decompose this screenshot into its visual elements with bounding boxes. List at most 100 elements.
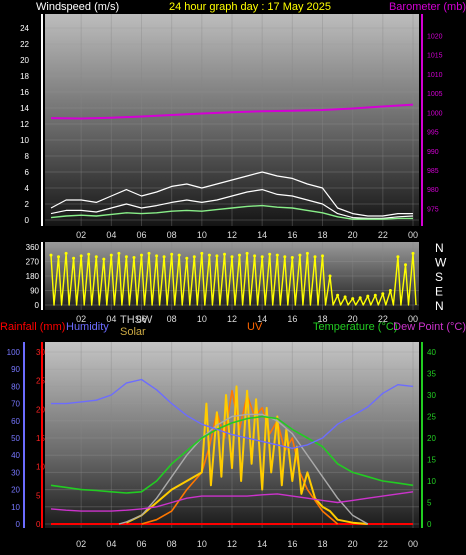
- direction-point: [404, 263, 407, 267]
- barometer-tick-label: 975: [427, 206, 439, 213]
- direction-point: [117, 251, 121, 255]
- panel-direction-series: [49, 251, 417, 306]
- temperature-tick-label: 15: [427, 456, 436, 465]
- direction-point: [336, 293, 340, 297]
- rainfall-tick-label: 0: [36, 520, 41, 529]
- compass-label: N: [435, 299, 444, 313]
- x-tick-label: 00: [408, 539, 418, 549]
- direction-point: [351, 297, 355, 301]
- direction-point: [170, 252, 174, 256]
- temperature-tick-label: 10: [427, 477, 436, 486]
- direction-point: [313, 255, 317, 259]
- x-tick-label: 16: [287, 314, 297, 324]
- direction-tick-label: 0: [35, 301, 40, 310]
- direction-point: [290, 256, 294, 259]
- temperature-tick-label: 25: [427, 413, 436, 422]
- direction-point: [328, 274, 332, 278]
- humidity-tick-label: 10: [11, 503, 20, 512]
- chart-title: 24 hour graph day : 17 May 2025: [169, 1, 331, 13]
- x-tick-label: 10: [197, 314, 207, 324]
- temperature-tick-label: 40: [427, 348, 436, 357]
- humidity-tick-label: 90: [11, 365, 20, 374]
- windspeed-tick-label: 24: [20, 24, 29, 33]
- temperature-tick-label: 35: [427, 370, 436, 379]
- direction-point: [64, 251, 68, 255]
- direction-point: [140, 253, 143, 257]
- direction-point: [366, 294, 370, 298]
- x-tick-label: 06: [136, 314, 146, 324]
- series-line-thsw: [118, 413, 369, 525]
- x-tick-label: 10: [197, 539, 207, 549]
- direction-point: [411, 251, 415, 255]
- x-tick-label: 02: [76, 314, 86, 324]
- humidity-tick-label: 60: [11, 417, 20, 426]
- barometer-tick-label: 1010: [427, 72, 443, 79]
- temperature-tick-label: 5: [427, 499, 432, 508]
- rainfall-axis-title: Rainfall (mm): [0, 321, 65, 333]
- temperature-tick-label: 20: [427, 434, 436, 443]
- panel-wind-grid: [45, 14, 419, 226]
- direction-point: [162, 255, 166, 259]
- x-tick-label: 22: [378, 230, 388, 240]
- rainfall-tick-label: 5: [36, 491, 41, 500]
- temperature-axis-title: Temperature (°C): [313, 321, 397, 333]
- humidity-tick-label: 20: [11, 486, 20, 495]
- humidity-tick-label: 0: [16, 520, 21, 529]
- series-line-gust: [50, 171, 413, 217]
- humidity-axis-ticks: 0 10 20 30 40 50 60 70 80 90 100: [7, 342, 25, 529]
- panel-temperature-x-ticks: 02 04 06 08 10 12 14 16 18 20 22 00: [76, 539, 418, 549]
- windspeed-tick-label: 12: [20, 120, 29, 129]
- windspeed-tick-label: 14: [20, 104, 29, 113]
- direction-axis-ticks: 0 90 180 270 360: [26, 242, 43, 310]
- direction-point: [230, 255, 234, 259]
- x-tick-label: 18: [317, 539, 327, 549]
- rainfall-tick-label: 20: [36, 405, 45, 414]
- compass-label: E: [435, 285, 443, 299]
- rainfall-tick-label: 25: [36, 377, 45, 386]
- direction-point: [298, 253, 302, 257]
- x-tick-label: 04: [106, 539, 116, 549]
- x-tick-label: 18: [317, 230, 327, 240]
- barometer-tick-label: 985: [427, 168, 439, 175]
- temperature-tick-label: 0: [427, 520, 432, 529]
- x-tick-label: 06: [136, 230, 146, 240]
- barometer-tick-label: 1005: [427, 91, 443, 98]
- windspeed-tick-label: 2: [25, 200, 30, 209]
- direction-tick-label: 180: [26, 272, 40, 281]
- panel-direction-grid: [45, 242, 419, 310]
- x-tick-label: 20: [348, 539, 358, 549]
- x-tick-label: 04: [106, 314, 116, 324]
- barometer-axis-title: Barometer (mb): [389, 1, 466, 13]
- direction-point: [132, 256, 136, 259]
- x-tick-label: 14: [257, 230, 267, 240]
- direction-point: [124, 255, 128, 259]
- barometer-tick-label: 1000: [427, 110, 443, 117]
- direction-point: [200, 251, 204, 255]
- direction-tick-label: 360: [26, 243, 40, 252]
- series-line-wind-direction: [50, 252, 417, 306]
- x-tick-label: 02: [76, 230, 86, 240]
- series-line-humidity: [51, 378, 414, 449]
- temperature-tick-label: 30: [427, 391, 436, 400]
- x-tick-label: 22: [378, 314, 388, 324]
- windspeed-tick-label: 6: [25, 168, 30, 177]
- x-tick-label: 06: [136, 539, 146, 549]
- solar-label: Solar: [120, 326, 146, 338]
- barometer-tick-label: 1015: [427, 53, 443, 60]
- barometer-tick-label: 990: [427, 149, 439, 156]
- direction-point: [223, 252, 226, 256]
- direction-point: [260, 255, 264, 259]
- windspeed-tick-label: 4: [25, 184, 30, 193]
- direction-tick-label: 270: [26, 258, 40, 267]
- x-tick-label: 22: [378, 539, 388, 549]
- direction-point: [72, 256, 76, 260]
- humidity-tick-label: 30: [11, 468, 20, 477]
- series-line-temperature: [50, 415, 414, 494]
- rainfall-tick-label: 10: [36, 463, 45, 472]
- direction-point: [373, 293, 377, 297]
- x-tick-label: 16: [287, 230, 297, 240]
- series-line-barometer: [50, 103, 414, 120]
